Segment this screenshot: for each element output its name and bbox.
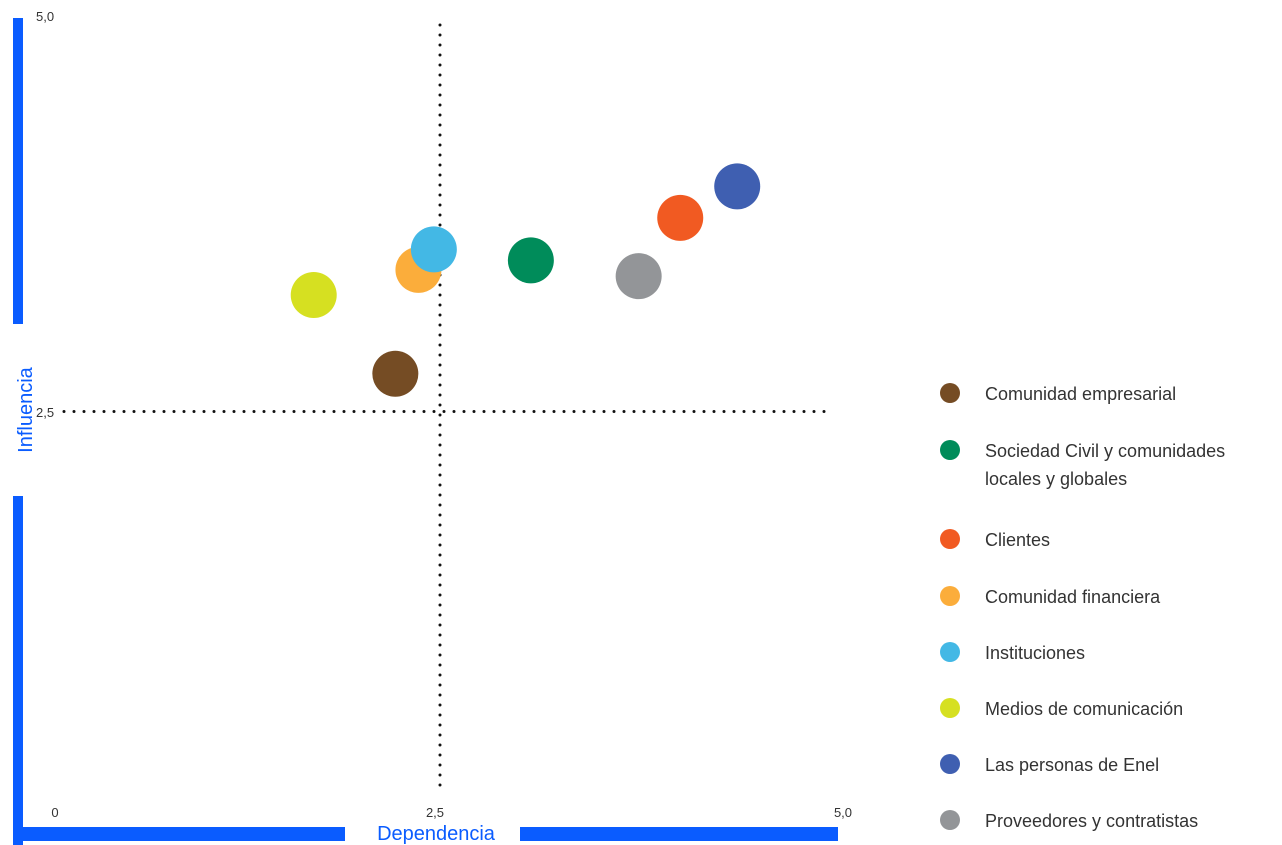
data-points: [290, 163, 761, 397]
legend-label: Proveedores y contratistas: [985, 811, 1199, 831]
x-axis-label: Dependencia: [377, 823, 496, 845]
data-point-7: [714, 163, 761, 210]
legend-label: Las personas de Enel: [985, 755, 1160, 775]
legend-label: Comunidad financiera: [985, 587, 1161, 607]
legend-item: Instituciones: [940, 639, 1282, 667]
legend-item: Comunidad financiera: [940, 583, 1282, 611]
legend-marker: [940, 810, 960, 830]
x-axis-bar-left: [13, 827, 345, 841]
data-point-3: [657, 194, 704, 241]
legend-label: Comunidad empresarial: [985, 384, 1177, 404]
legend-label: Instituciones: [985, 643, 1086, 663]
legend-marker: [940, 383, 960, 403]
legend-item: Sociedad Civil y comunidades locales y g…: [940, 437, 1282, 493]
legend-marker: [940, 586, 960, 606]
legend-item: Medios de comunicación: [940, 695, 1282, 723]
legend-label: Medios de comunicación: [985, 699, 1184, 719]
legend-marker: [940, 698, 960, 718]
data-point-8: [615, 253, 662, 300]
data-point-5: [410, 226, 457, 273]
x-tick-label-0: 0: [51, 805, 58, 820]
reference-lines: [62, 23, 834, 797]
legend-marker: [940, 440, 960, 460]
legend-item: Clientes: [940, 526, 1282, 554]
axes: Influencia Dependencia 0 2,5 5,0 2,5 5,0: [13, 9, 852, 845]
legend-marker: [940, 642, 960, 662]
y-axis-bar-upper: [13, 18, 23, 324]
legend-item: Comunidad empresarial: [940, 380, 1282, 408]
x-tick-label-2-5: 2,5: [426, 805, 444, 820]
legend-item: Proveedores y contratistas: [940, 807, 1282, 835]
y-axis-bar-lower: [13, 496, 23, 845]
data-point-2: [507, 237, 554, 284]
legend-marker: [940, 754, 960, 774]
legend-label: Sociedad Civil y comunidades locales y g…: [985, 441, 1226, 489]
legend-item: Las personas de Enel: [940, 751, 1282, 779]
y-tick-label-5: 5,0: [36, 9, 54, 24]
legend-label: Clientes: [985, 530, 1051, 550]
data-point-1: [372, 350, 419, 397]
x-axis-bar-right: [520, 827, 838, 841]
data-point-6: [290, 272, 337, 319]
y-axis-label: Influencia: [15, 366, 37, 452]
x-tick-label-5: 5,0: [834, 805, 852, 820]
y-tick-label-2-5: 2,5: [36, 405, 54, 420]
legend-marker: [940, 529, 960, 549]
